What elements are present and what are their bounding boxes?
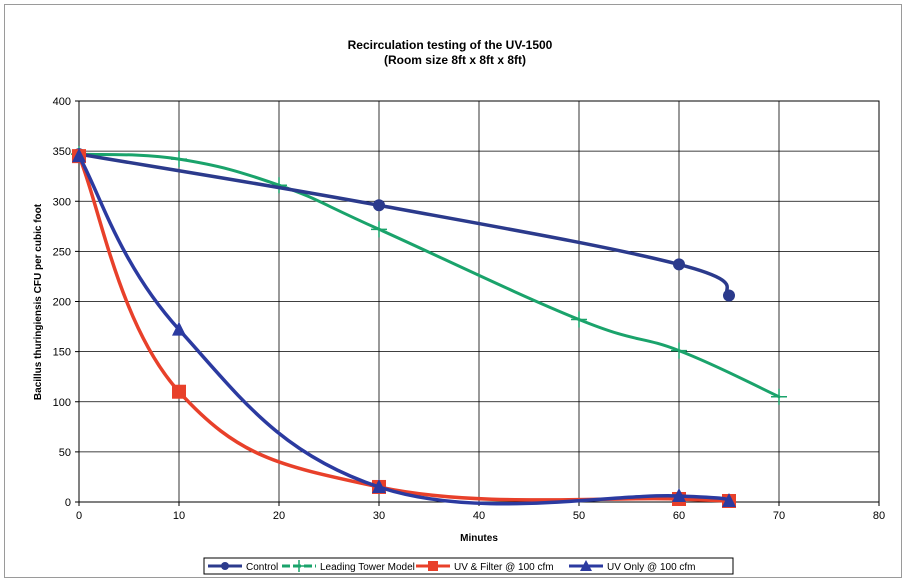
chart-frame: Recirculation testing of the UV-1500 (Ro… [4,4,902,578]
x-tick-label: 0 [76,510,82,522]
x-axis-label: Minutes [460,533,498,544]
legend-entry: UV Only @ 100 cfm [569,560,696,573]
data-point [172,384,186,399]
data-point [373,199,385,212]
legend-swatch-marker [428,561,438,571]
legend-label: Control [246,562,278,573]
y-tick-label: 250 [53,246,71,258]
legend-items: Control Leading Tower Model UV & Filter @ … [208,560,696,573]
series-line [77,152,731,298]
data-point [673,258,685,271]
series-line [77,154,731,506]
y-tick-label: 400 [53,96,71,108]
legend-entry: Leading Tower Model [282,560,415,573]
x-tick-label: 40 [473,510,485,522]
data-point [372,478,386,493]
legend-entry: UV & Filter @ 100 cfm [416,561,554,573]
legend [203,557,734,575]
axes: 0 50 100 150 200 250 300 350 400 0 10 20 30 40 50 60 70 8… [53,96,885,522]
x-tick-label: 60 [673,510,685,522]
y-tick-label: 0 [65,497,71,509]
y-tick-label: 50 [59,447,71,459]
chart-title: Recirculation testing of the UV-1500 [348,38,553,52]
x-tick-label: 50 [573,510,585,522]
data-point [722,492,736,507]
x-tick-label: 30 [373,510,385,522]
series-4 [72,148,736,507]
data-point [171,151,187,168]
x-tick-label: 80 [873,510,885,522]
y-tick-label: 350 [53,146,71,158]
data-point [72,148,86,163]
y-tick-label: 200 [53,297,71,309]
x-tick-label: 20 [273,510,285,522]
series-group [71,146,787,508]
data-point [172,321,186,336]
data-point [771,388,787,405]
x-tick-label: 10 [173,510,185,522]
data-point [571,311,587,328]
data-point [723,289,735,302]
data-point [672,487,686,502]
x-tick-label: 70 [773,510,785,522]
chart-subtitle: (Room size 8ft x 8ft x 8ft) [384,53,526,67]
legend-swatch-marker [580,560,592,571]
line-chart: Recirculation testing of the UV-1500 (Ro… [33,38,885,575]
y-tick-label: 100 [53,397,71,409]
data-point [371,221,387,238]
legend-label: UV Only @ 100 cfm [607,562,696,573]
y-axis-label: Bacillus thuringiensis CFU per cubic foo… [33,203,44,400]
y-tick-label: 300 [53,196,71,208]
legend-entry: Control [208,562,278,573]
y-tick-label: 150 [53,347,71,359]
legend-label: UV & Filter @ 100 cfm [454,562,554,573]
legend-label: Leading Tower Model [320,562,415,573]
legend-swatch-marker [293,560,305,572]
data-point [671,342,687,359]
legend-swatch-marker [221,562,229,570]
